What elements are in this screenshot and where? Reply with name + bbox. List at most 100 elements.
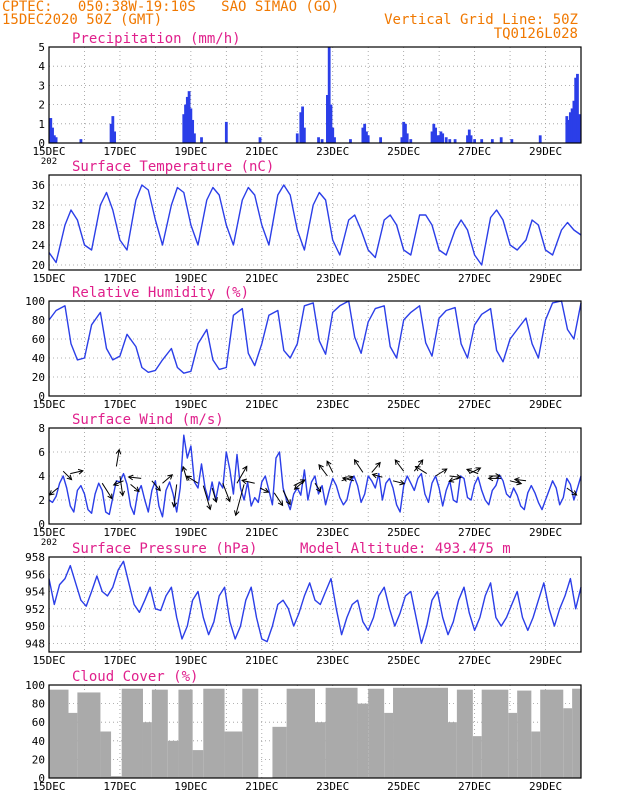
rh-title: Relative Humidity (%) [72,285,249,301]
precip-bar [570,108,574,143]
rh-ytick: 100 [25,295,45,308]
cloud-bar [540,689,564,778]
wind-ytick: 2 [38,494,45,507]
wind-xtick: 27DEC [458,526,491,539]
precip-bar [333,137,336,143]
cloud-frame [48,684,582,779]
precip-xtick: 19DEC [174,145,207,158]
wind-arrow [282,490,291,505]
cloud-bar [508,712,518,778]
grid-line-label: Vertical Grid Line: 50Z [384,12,578,28]
cloud-xtick: 17DEC [103,780,136,793]
precip-ytick: 4 [38,60,45,73]
wind-arrow-head [341,476,348,482]
precip-ytick: 5 [38,41,45,54]
precip-bar [430,131,434,143]
cloud-bar [242,688,259,778]
temp-line [48,184,582,266]
wind-arrow-head [155,485,161,492]
wind-arrow [354,459,364,473]
precip-bar [295,133,299,143]
wind-arrow-head [77,468,84,475]
cloud-bar [563,708,573,778]
rh-xtick: 23DEC [316,398,349,411]
wind-ytick: 8 [38,422,45,435]
cloud-xtick: 15DEC [32,780,65,793]
wind-arrow [413,459,424,472]
wind-arrow-head [234,510,240,517]
wind-arrow-head [225,496,231,503]
temp-title: Surface Temperature (nC) [72,159,274,175]
wind-arrow [173,484,178,507]
wind-arrow-head [293,484,300,490]
press-panel: 948 950 952 954 956 958 15DEC 17DEC 19DEC 21DEC 23… [25,541,582,667]
precip-bar [448,139,452,143]
station-header: CPTEC: 050:38W-19:10S SAO SIMAO (GO) [2,0,340,15]
press-xtick: 21DEC [245,654,278,667]
precip-bar [576,73,579,143]
wind-arrow-head [242,465,248,472]
cloud-bar [192,750,204,778]
wind-arrow [273,492,284,506]
temp-xtick: 17DEC [103,272,136,285]
wind-arrow [514,478,527,482]
wind-arrow [235,484,245,516]
rh-panel: 0 20 40 60 80 100 15DEC 17DEC 19DEC 21DEC 23DEC 25D… [25,285,582,411]
precip-bar [363,123,367,143]
precip-bar [302,127,306,143]
cloud-panel: 0 20 40 60 80 100 15DEC 17DEC 19DEC 21DEC 23DEC 25D… [25,669,582,793]
wind-arrow [128,476,142,479]
cloud-ytick: 100 [25,679,45,692]
wind-arrow [202,485,211,510]
rh-ytick: 20 [32,371,45,384]
precip-bar [467,129,471,143]
wind-arrow [449,476,461,482]
wind-arrow [469,467,481,475]
press-xtick: 15DEC [32,654,65,667]
wind-arrow-head [394,459,401,466]
rh-xtick: 15DEC [32,398,65,411]
precip-bar [182,114,186,143]
press-xtick: 27DEC [458,654,491,667]
precip-ytick: 3 [38,79,45,92]
cloud-bar [286,688,315,778]
wind-arrow-head [107,493,113,500]
rh-frame [48,300,582,397]
wind-arrow-head [465,468,472,474]
precip-bar [409,139,413,143]
precip-bar [317,137,320,143]
precip-bar [329,104,333,143]
wind-ytick: 0 [38,518,45,531]
wind-arrow [415,466,427,475]
cloud-bar [68,712,78,778]
cloud-bar [151,689,168,778]
cloud-bar [572,688,581,778]
precip-bar [441,133,445,143]
wind-arrow [342,477,355,482]
precip-bar [301,106,304,143]
wind-xtick: 25DEC [387,526,420,539]
precip-xtick: 23DEC [316,145,349,158]
wind-arrow-head [212,497,218,503]
cloud-bar [315,722,326,778]
temp-ytick: 32 [32,199,45,212]
wind-panel: 0 2 4 6 8 15DEC 17DEC 19DEC 21DEC 23DEC 25DEC 27DEC… [32,412,582,548]
cloud-bar [100,731,112,778]
press-ytick: 958 [25,551,45,564]
precip-bar [224,121,228,143]
precip-bar [79,139,83,143]
wind-ytick: 4 [38,470,45,483]
wind-xtick: 23DEC [316,526,349,539]
precip-ytick: 0 [38,137,45,150]
precip-bar [111,116,115,143]
precip-bar [51,127,54,143]
precip-xtick: 15DEC [32,145,65,158]
cloud-xtick: 21DEC [245,780,278,793]
precip-bar [193,133,196,143]
cloud-bar [203,688,225,778]
rh-ytick: 40 [32,352,45,365]
precip-bar [567,119,570,143]
cloud-ytick: 40 [32,735,45,748]
press-ytick: 954 [25,586,45,599]
wind-arrow [394,459,405,472]
